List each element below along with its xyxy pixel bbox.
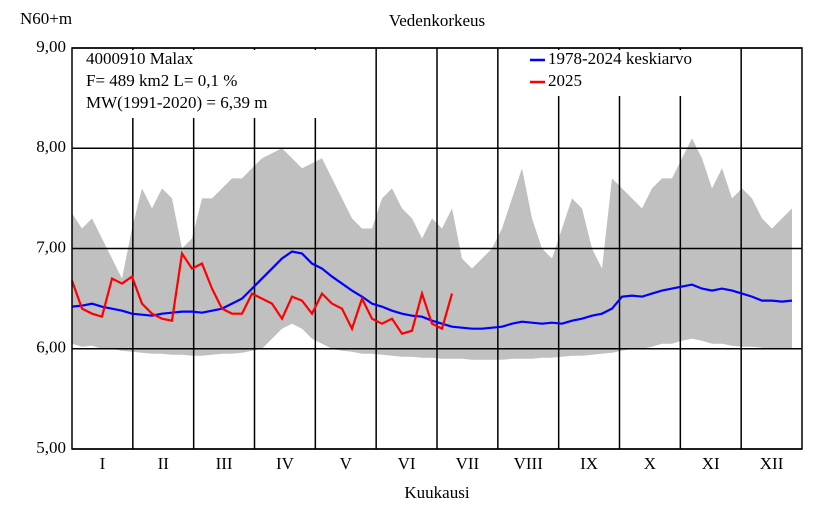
y-axis-label: N60+m — [20, 9, 72, 28]
annotation: MW(1991-2020) = 6,39 m — [86, 93, 267, 112]
annotation-box — [75, 50, 325, 118]
legend-box — [524, 50, 738, 96]
x-tick-label: VII — [456, 454, 480, 473]
y-tick-label: 8,00 — [36, 137, 66, 156]
x-tick-label: X — [644, 454, 656, 473]
legend-label: 2025 — [548, 71, 582, 90]
x-tick-label: I — [100, 454, 106, 473]
annotation: 4000910 Malax — [86, 49, 194, 68]
legend-label: 1978-2024 keskiarvo — [548, 49, 692, 68]
x-tick-label: III — [216, 454, 233, 473]
x-tick-label: XI — [702, 454, 720, 473]
x-tick-label: IV — [276, 454, 295, 473]
annotation: F= 489 km2 L= 0,1 % — [86, 71, 237, 90]
x-tick-label: IX — [580, 454, 598, 473]
x-tick-label: V — [340, 454, 353, 473]
y-tick-label: 5,00 — [36, 438, 66, 457]
series-line — [70, 250, 454, 336]
x-tick-label: XII — [760, 454, 784, 473]
x-tick-label: VI — [398, 454, 416, 473]
plot-frame — [71, 47, 803, 450]
x-tick-label: VIII — [514, 454, 544, 473]
y-tick-label: 9,00 — [36, 37, 66, 56]
x-axis-label: Kuukausi — [404, 483, 469, 502]
chart-title: Vedenkorkeus — [389, 11, 485, 30]
y-tick-label: 6,00 — [36, 338, 66, 357]
y-tick-label: 7,00 — [36, 237, 66, 256]
x-tick-label: II — [158, 454, 170, 473]
